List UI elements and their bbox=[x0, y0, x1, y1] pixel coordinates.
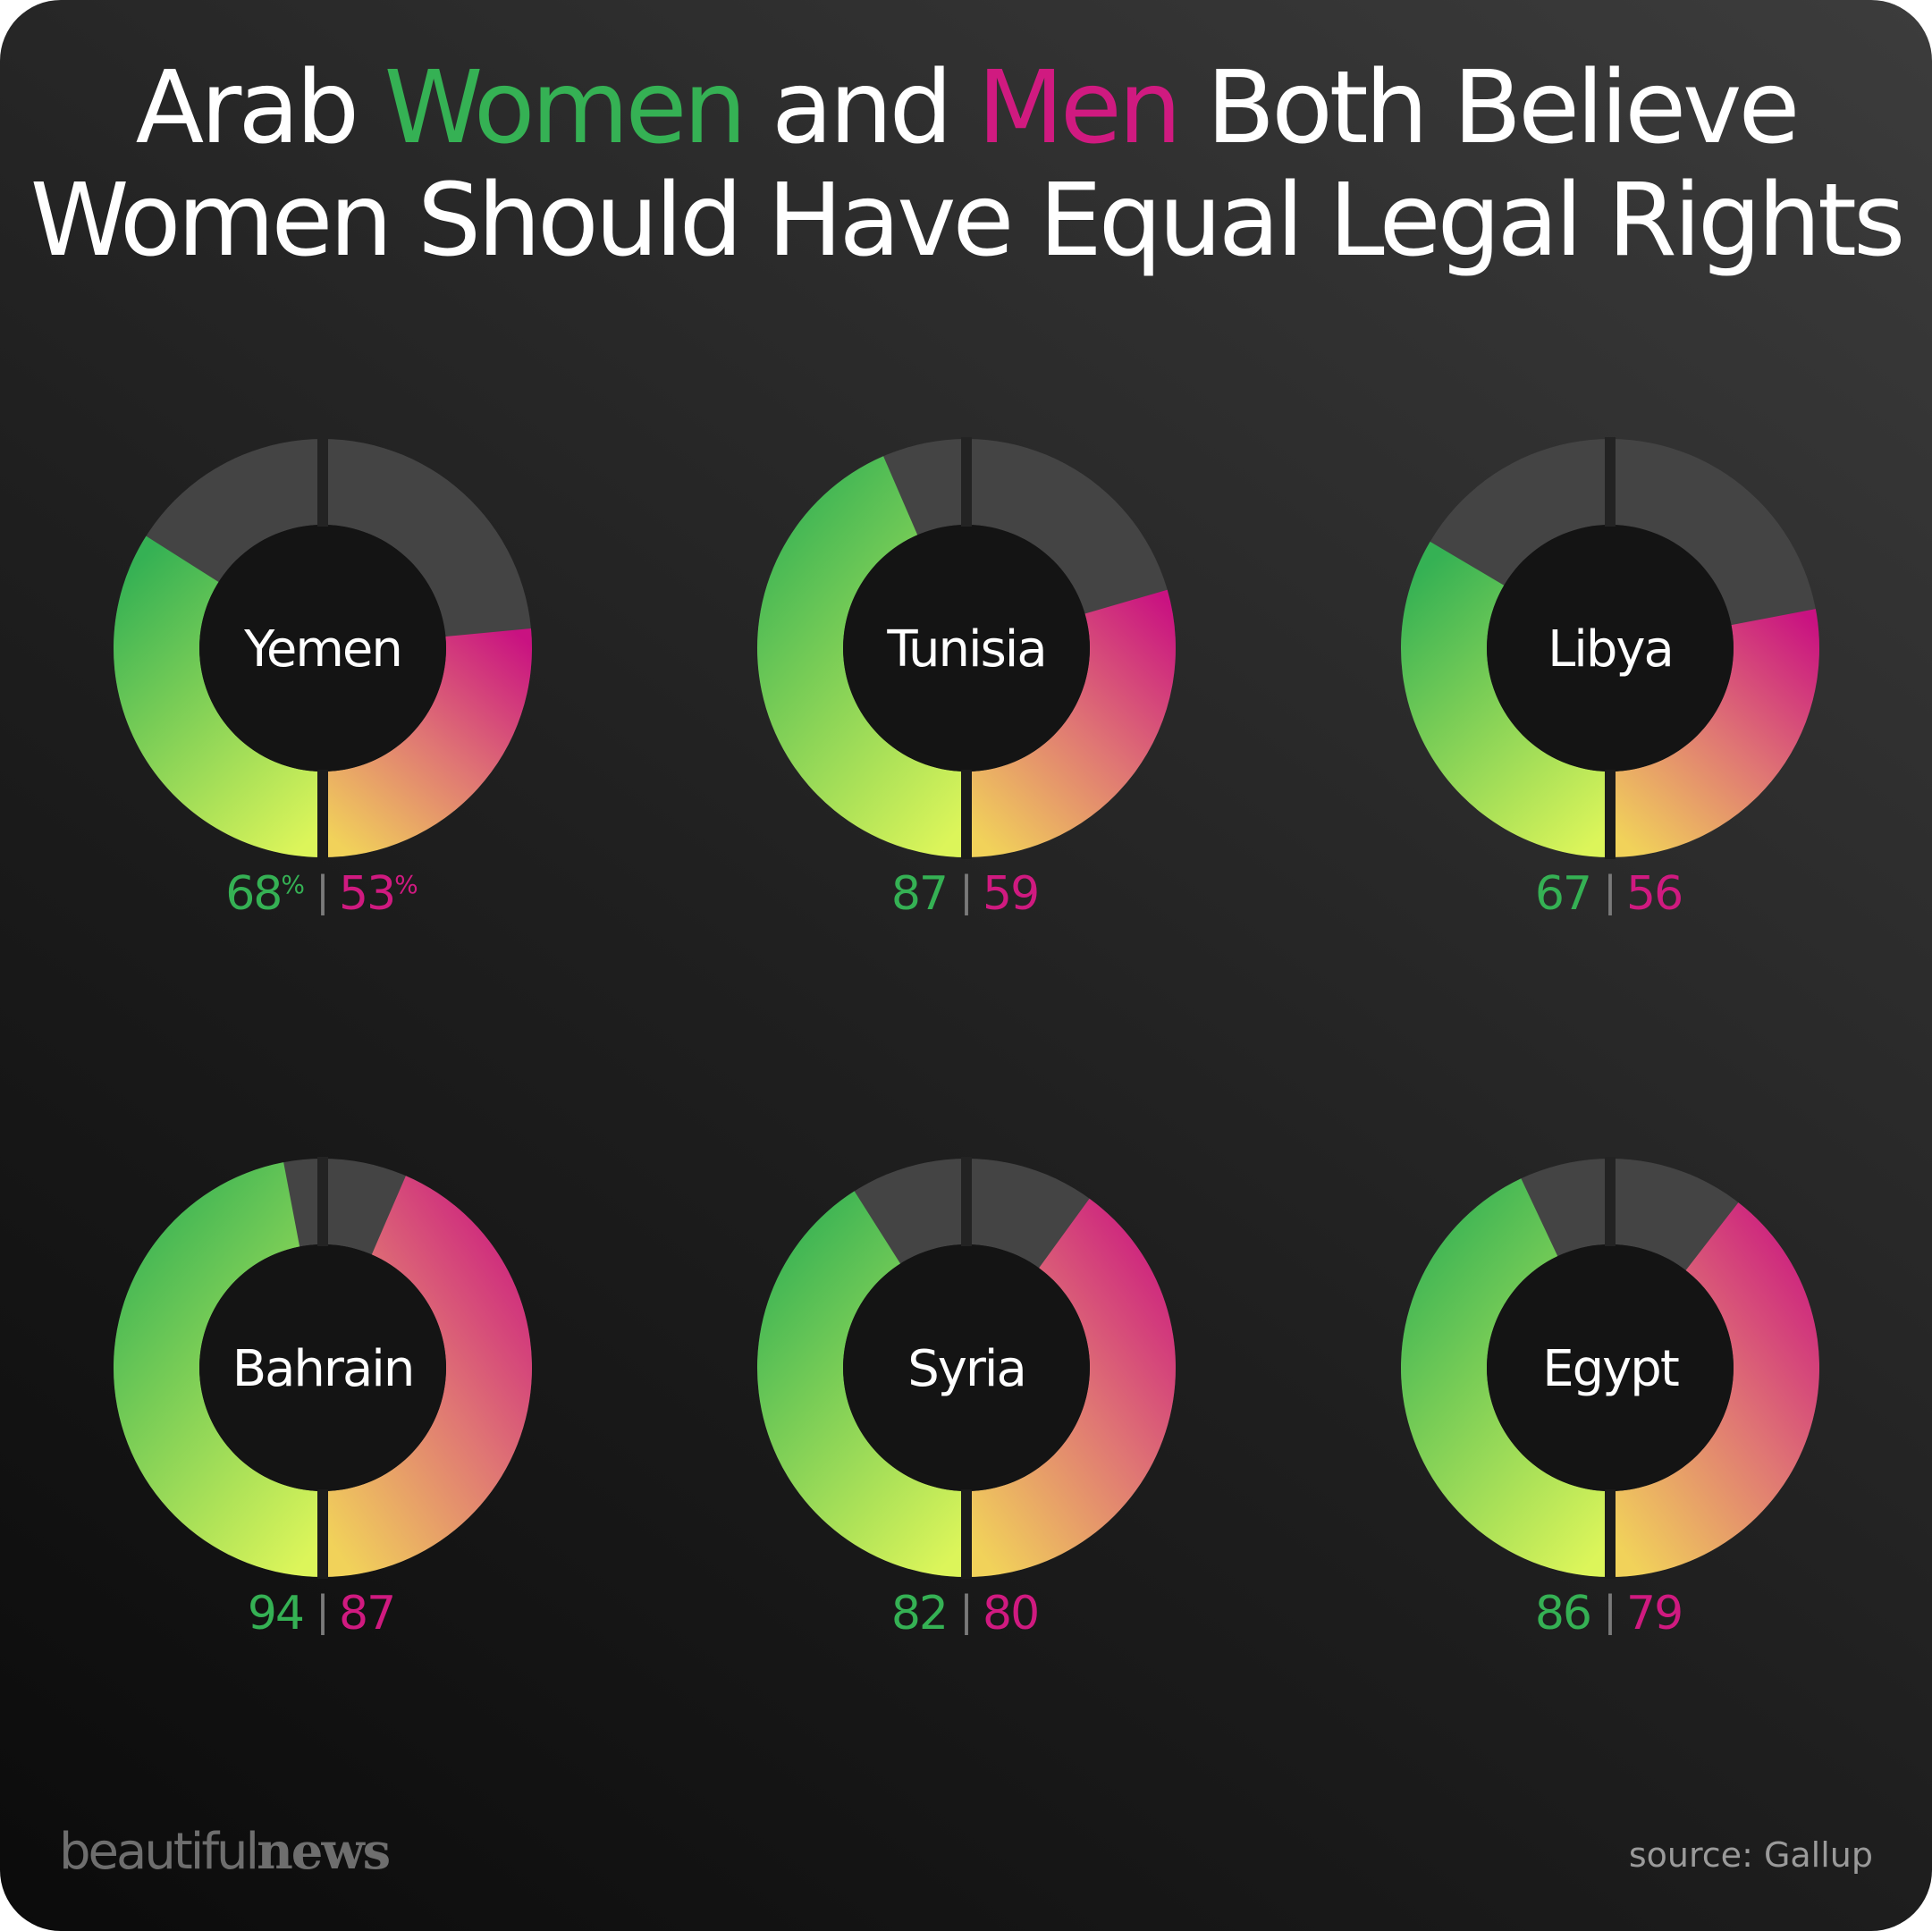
pct-sign: % bbox=[281, 870, 304, 899]
donut-chart-tunisia: Tunisia 87 | 59 bbox=[756, 437, 1176, 921]
country-label: Syria bbox=[907, 1340, 1025, 1398]
donut-hole bbox=[199, 525, 446, 772]
arc-women bbox=[1401, 541, 1610, 857]
value-men: 59 bbox=[983, 867, 1038, 921]
brand-bold: news bbox=[257, 1822, 391, 1881]
title-part-believe: Both Believe bbox=[1177, 50, 1800, 166]
value-men: 80 bbox=[983, 1587, 1038, 1640]
value-separator: | bbox=[316, 1587, 330, 1636]
value-women: 82 bbox=[891, 1587, 947, 1640]
value-women: 86 bbox=[1535, 1587, 1590, 1640]
arc-women bbox=[756, 1191, 966, 1577]
divider-bottom bbox=[961, 770, 972, 859]
divider-top bbox=[1605, 1157, 1616, 1246]
title-women-word: Women bbox=[384, 50, 747, 166]
value-women: 67 bbox=[1535, 867, 1590, 921]
value-women: 94 bbox=[248, 1587, 303, 1640]
source-note: source: Gallup bbox=[1628, 1835, 1873, 1875]
title-line-2: Women Should Have Equal Legal Rights bbox=[30, 163, 1906, 279]
value-separator: | bbox=[316, 867, 330, 916]
arc-women bbox=[113, 535, 323, 857]
arc-men bbox=[1610, 1202, 1820, 1577]
donut-chart-bahrain: Bahrain 94 | 87 bbox=[114, 1157, 533, 1640]
divider-top bbox=[961, 437, 972, 527]
donut-chart-syria: Syria 82 | 80 bbox=[756, 1157, 1176, 1640]
arc-women bbox=[1401, 1178, 1610, 1577]
arc-men bbox=[966, 589, 1176, 857]
arc-women bbox=[756, 456, 966, 858]
donut-hole bbox=[1487, 1244, 1734, 1491]
divider-bottom bbox=[317, 770, 328, 859]
divider-top bbox=[317, 1157, 328, 1246]
divider-bottom bbox=[1605, 1489, 1616, 1579]
country-label: Egypt bbox=[1542, 1340, 1679, 1398]
arc-men bbox=[323, 628, 532, 857]
value-men: 53% bbox=[339, 867, 418, 921]
country-label: Libya bbox=[1548, 620, 1673, 679]
value-men: 79 bbox=[1626, 1587, 1682, 1640]
value-women: 68% bbox=[225, 867, 304, 921]
value-separator: | bbox=[1603, 1587, 1617, 1636]
divider-bottom bbox=[961, 1489, 972, 1579]
donut-hole bbox=[843, 525, 1090, 772]
country-label: Yemen bbox=[243, 620, 401, 679]
donut-chart-yemen: Yemen 68% | 53% bbox=[113, 437, 532, 921]
value-men: 87 bbox=[339, 1587, 394, 1640]
arc-men bbox=[323, 1176, 533, 1577]
divider-top bbox=[961, 1157, 972, 1246]
value-men: 56 bbox=[1626, 867, 1682, 921]
arc-men bbox=[966, 1198, 1176, 1577]
donut-hole bbox=[843, 1244, 1090, 1491]
brand-logo: beautifulnews bbox=[59, 1822, 391, 1881]
donut-chart-egypt: Egypt 86 | 79 bbox=[1401, 1157, 1820, 1640]
title-part-and: and bbox=[743, 50, 978, 166]
title-men-word: Men bbox=[977, 50, 1182, 166]
value-women: 87 bbox=[891, 867, 947, 921]
divider-top bbox=[1605, 437, 1616, 527]
title-part-arab: Arab bbox=[135, 50, 384, 166]
pct-sign: % bbox=[394, 870, 418, 899]
value-separator: | bbox=[1603, 867, 1617, 916]
country-label: Bahrain bbox=[232, 1340, 414, 1398]
donut-chart-libya: Libya 67 | 56 bbox=[1401, 437, 1820, 921]
chart-title: Arab Women and Men Both Believe Women Sho… bbox=[0, 52, 1932, 277]
divider-bottom bbox=[1605, 770, 1616, 859]
divider-top bbox=[317, 437, 328, 527]
value-separator: | bbox=[959, 867, 974, 916]
brand-light: beautiful bbox=[59, 1823, 259, 1881]
country-label: Tunisia bbox=[886, 620, 1045, 679]
divider-bottom bbox=[317, 1489, 328, 1579]
value-separator: | bbox=[959, 1587, 974, 1636]
donut-hole bbox=[199, 1244, 446, 1491]
arc-women bbox=[114, 1162, 323, 1577]
arc-men bbox=[1610, 609, 1820, 857]
donut-hole bbox=[1487, 525, 1734, 772]
